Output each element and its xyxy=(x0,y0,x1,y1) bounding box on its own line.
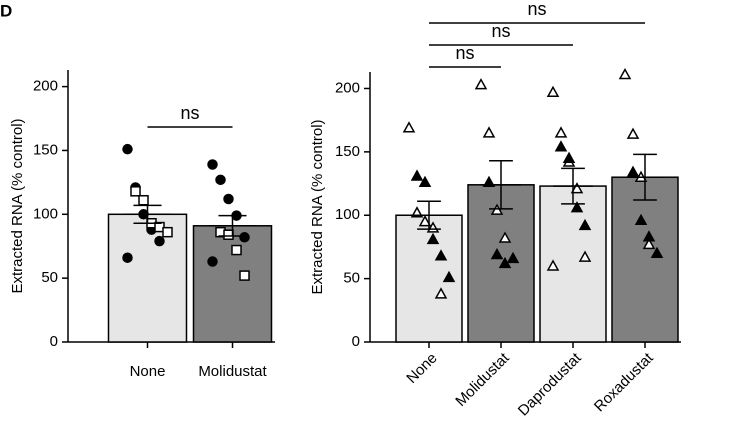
y-axis-label: Extracted RNA (% control) xyxy=(309,119,326,294)
data-point xyxy=(474,78,488,90)
panel-label: D xyxy=(0,1,12,20)
bar xyxy=(107,213,188,343)
data-point xyxy=(402,121,416,133)
data-point xyxy=(434,287,448,299)
error-bar xyxy=(553,167,593,205)
data-point xyxy=(546,259,560,271)
data-point xyxy=(122,143,133,155)
y-tick-label: 50 xyxy=(41,269,58,286)
y-tick-label: 100 xyxy=(33,205,58,222)
data-point xyxy=(138,195,149,206)
data-point xyxy=(642,237,656,250)
data-point xyxy=(223,229,234,240)
data-point xyxy=(578,250,592,262)
error-bar xyxy=(209,214,256,237)
comparison-label: ns xyxy=(491,21,510,41)
data-point xyxy=(482,175,496,188)
data-point xyxy=(482,126,496,138)
error-bar xyxy=(625,153,665,201)
y-tick-label: 200 xyxy=(33,78,58,95)
y-tick-label: 150 xyxy=(33,141,58,158)
data-point xyxy=(130,186,141,197)
data-point xyxy=(434,249,448,261)
data-point xyxy=(570,182,584,194)
data-point xyxy=(642,230,656,242)
y-tick-label: 0 xyxy=(352,333,360,350)
x-tick-label: Molidustat xyxy=(198,363,267,380)
data-point xyxy=(239,232,250,243)
data-point xyxy=(410,206,424,218)
data-point xyxy=(418,215,432,227)
x-tick-label: None xyxy=(403,350,440,387)
data-point xyxy=(215,174,226,186)
data-point xyxy=(490,247,504,260)
y-tick-label: 100 xyxy=(335,206,360,223)
data-point xyxy=(578,218,592,231)
data-point xyxy=(554,126,568,138)
y-tick-label: 0 xyxy=(50,333,58,350)
data-point xyxy=(562,151,576,163)
data-point xyxy=(231,244,242,256)
data-point xyxy=(426,232,440,245)
comparison-label: ns xyxy=(180,103,199,123)
error-bar xyxy=(124,204,171,224)
x-tick-label: Roxadustat xyxy=(591,349,657,415)
y-tick-label: 200 xyxy=(335,79,360,96)
x-tick-label: None xyxy=(130,363,166,380)
data-point xyxy=(546,85,560,98)
data-point xyxy=(490,203,504,215)
data-point xyxy=(634,213,648,226)
x-tick-label: Molidustat xyxy=(452,349,513,410)
comparison-label: ns xyxy=(455,43,474,63)
error-bar xyxy=(481,159,521,210)
data-point xyxy=(498,231,512,243)
y-axis-label: Extracted RNA (% control) xyxy=(9,118,26,293)
data-point xyxy=(626,127,640,139)
y-tick-label: 150 xyxy=(335,143,360,160)
data-point xyxy=(570,201,584,213)
data-point xyxy=(223,193,234,205)
x-tick-label: Daprodustat xyxy=(515,349,585,419)
data-point xyxy=(442,270,456,283)
data-point xyxy=(122,252,133,263)
data-point xyxy=(554,140,568,152)
data-point xyxy=(650,246,664,259)
data-point xyxy=(618,67,632,80)
bar xyxy=(611,176,679,343)
data-point xyxy=(239,270,250,281)
comparison-label: ns xyxy=(527,0,546,19)
data-point xyxy=(410,169,424,181)
data-point xyxy=(154,235,165,247)
data-point xyxy=(506,251,520,264)
data-point xyxy=(207,159,218,170)
data-point xyxy=(418,175,432,188)
error-bar xyxy=(409,200,449,230)
bar xyxy=(192,225,273,343)
data-point xyxy=(162,226,173,238)
y-tick-label: 50 xyxy=(343,270,360,287)
data-point xyxy=(207,256,218,267)
data-point xyxy=(626,165,640,177)
